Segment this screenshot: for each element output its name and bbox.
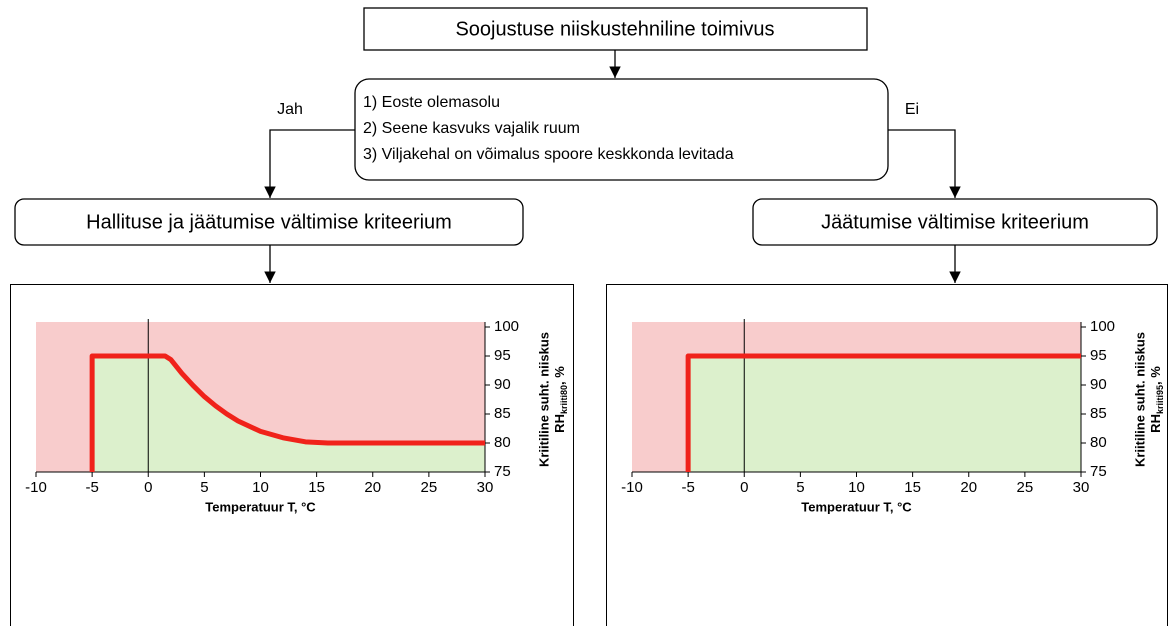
y-tick-label: 80 [494, 434, 511, 451]
x-tick-label: 10 [848, 479, 865, 496]
no-label: Ei [905, 101, 919, 118]
y-tick-label: 75 [1090, 463, 1107, 480]
x-tick-label: -5 [681, 479, 694, 496]
rh-suffix: , % [552, 366, 567, 385]
line [89, 353, 485, 472]
safe-area [688, 356, 1081, 472]
x-tick-label: 25 [421, 479, 438, 496]
x-tick-label: -10 [25, 479, 47, 496]
y-tick-label: 85 [1090, 405, 1107, 422]
x-tick-label: 30 [477, 479, 494, 496]
x-tick-label: 20 [960, 479, 977, 496]
arrow [888, 129, 961, 198]
y-tick-label: 95 [494, 347, 511, 364]
y-tick-label: 100 [1090, 318, 1115, 335]
y-axis-label: RHkriiti80, % [552, 366, 569, 433]
rh-main: RH [1148, 414, 1163, 433]
x-tick-label: 10 [252, 479, 269, 496]
y-axis-label: Kriitiline suht. niiskus [1132, 332, 1147, 467]
left-text: Hallituse ja jäätumise vältimise kriteer… [86, 211, 452, 233]
x-tick-label: -10 [621, 479, 643, 496]
yes-label: Jah [277, 101, 303, 118]
y-tick-label: 90 [1090, 376, 1107, 393]
line [685, 353, 1081, 472]
x-tick-label: 25 [1017, 479, 1034, 496]
x-tick-label: 15 [308, 479, 325, 496]
x-tick-label: 0 [740, 479, 748, 496]
y-tick-label: 85 [494, 405, 511, 422]
arrow [264, 129, 355, 198]
x-tick-label: -5 [85, 479, 98, 496]
y-tick-label: 75 [494, 463, 511, 480]
x-tick-label: 20 [364, 479, 381, 496]
x-tick-label: 15 [904, 479, 921, 496]
x-tick-label: 30 [1073, 479, 1090, 496]
condition: 2) Seene kasvuks vajalik ruum [363, 120, 580, 137]
condition: 1) Eoste olemasolu [363, 94, 500, 111]
x-tick-label: 0 [144, 479, 152, 496]
top-text: Soojustuse niiskustehniline toimivus [455, 18, 774, 40]
y-tick-label: 90 [494, 376, 511, 393]
rh-suffix: , % [1148, 366, 1163, 385]
y-tick-label: 80 [1090, 434, 1107, 451]
left-box [14, 198, 524, 246]
rh-sub: kriiti80 [559, 385, 569, 414]
top-box [363, 7, 868, 51]
rh-sub: kriiti95 [1155, 385, 1165, 414]
x-tick-label: 5 [796, 479, 804, 496]
y-axis-label: RHkriiti95, % [1148, 366, 1165, 433]
x-axis-label: Temperatuur T, °C [205, 499, 316, 514]
right-text: Jäätumise vältimise kriteerium [821, 211, 1089, 233]
rh-main: RH [552, 414, 567, 433]
condition: 3) Viljakehal on võimalus spoore keskkon… [363, 146, 734, 163]
y-tick-label: 95 [1090, 347, 1107, 364]
x-axis-label: Temperatuur T, °C [801, 499, 912, 514]
y-axis-label: Kriitiline suht. niiskus [536, 332, 551, 467]
x-tick-label: 5 [200, 479, 208, 496]
y-tick-label: 100 [494, 318, 519, 335]
